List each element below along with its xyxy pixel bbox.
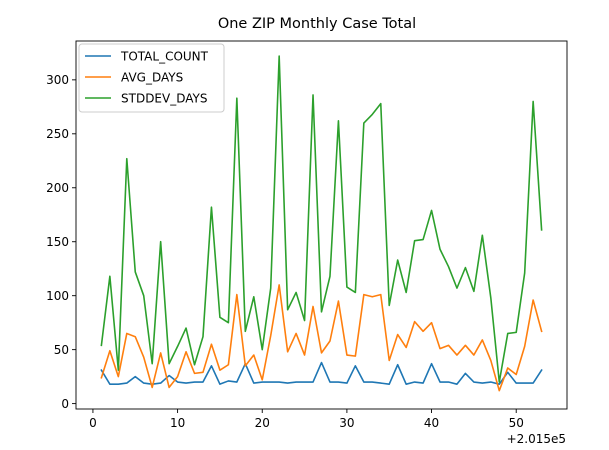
y-tick-label: 150 — [46, 235, 69, 249]
y-tick-label: 50 — [54, 343, 69, 357]
x-tick-label: 50 — [509, 416, 524, 430]
y-tick-label: 250 — [46, 127, 69, 141]
series-line-avg-days — [100, 284, 543, 392]
series-layer — [100, 55, 543, 392]
x-tick-label: 10 — [170, 416, 185, 430]
x-tick-label: 0 — [89, 416, 97, 430]
legend: TOTAL_COUNT AVG_DAYS STDDEV_DAYS — [78, 43, 225, 113]
y-tick-label: 100 — [46, 289, 69, 303]
y-tick-label: 300 — [46, 73, 69, 87]
x-tick-label: 20 — [255, 416, 270, 430]
x-tick-label: 40 — [424, 416, 439, 430]
legend-box — [78, 43, 225, 113]
legend-label: TOTAL_COUNT — [120, 49, 209, 63]
series-line-stddev-days — [100, 55, 543, 383]
y-axis: 0 50 100 150 200 250 300 — [46, 73, 76, 411]
legend-label: STDDEV_DAYS — [121, 91, 207, 105]
x-tick-label: 30 — [339, 416, 354, 430]
y-tick-label: 200 — [46, 181, 69, 195]
x-axis-offset-label: +2.015e5 — [507, 432, 566, 446]
y-tick-label: 0 — [61, 397, 69, 411]
legend-label: AVG_DAYS — [121, 70, 183, 84]
x-axis: 0 10 20 30 40 50 — [89, 409, 524, 430]
chart-title: One ZIP Monthly Case Total — [218, 16, 416, 32]
axes-frame — [75, 40, 568, 410]
